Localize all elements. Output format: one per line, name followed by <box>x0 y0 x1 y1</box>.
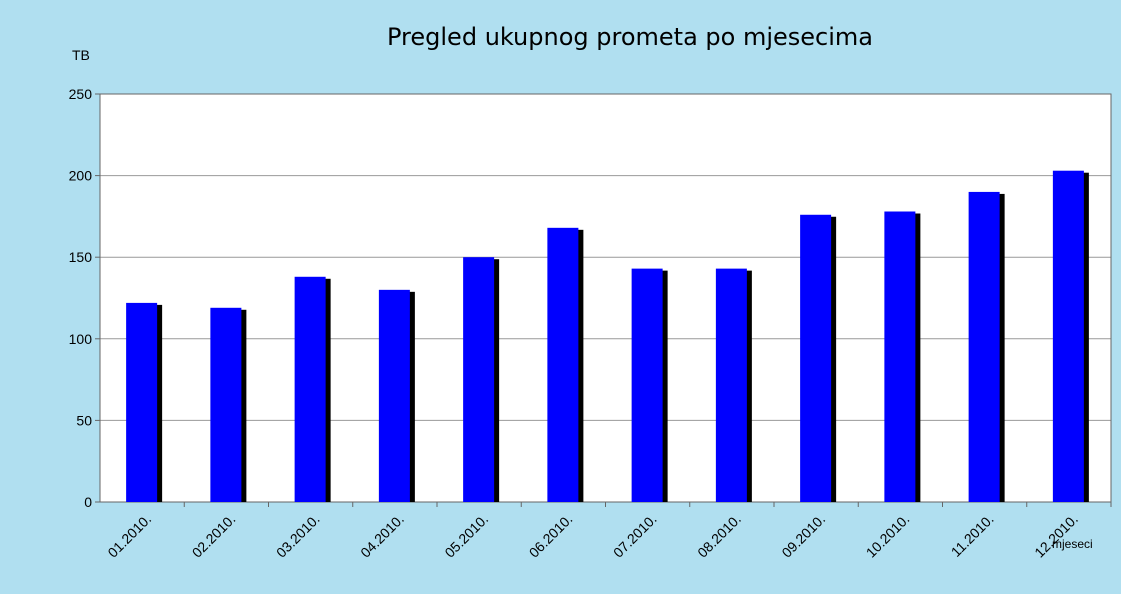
y-tick-label: 200 <box>69 168 93 184</box>
y-tick-label: 100 <box>69 331 93 347</box>
bar <box>631 268 663 502</box>
bar <box>800 214 832 502</box>
y-tick-label: 150 <box>69 249 93 265</box>
chart-title: Pregled ukupnog prometa po mjesecima <box>387 23 873 51</box>
bar <box>715 268 747 502</box>
bar <box>884 211 916 502</box>
bar <box>968 191 1000 503</box>
bar <box>294 276 326 502</box>
bar <box>547 227 579 502</box>
y-tick-label: 0 <box>84 494 92 510</box>
y-tick-label: 50 <box>76 412 92 428</box>
bar <box>1052 170 1084 503</box>
bar <box>463 257 495 502</box>
bar <box>126 302 158 502</box>
x-axis-label: mjeseci <box>1052 537 1093 551</box>
y-tick-label: 250 <box>69 86 93 102</box>
bar <box>378 289 410 502</box>
bar <box>210 307 242 502</box>
y-axis-label: TB <box>72 47 90 63</box>
plot-area <box>100 94 1111 502</box>
